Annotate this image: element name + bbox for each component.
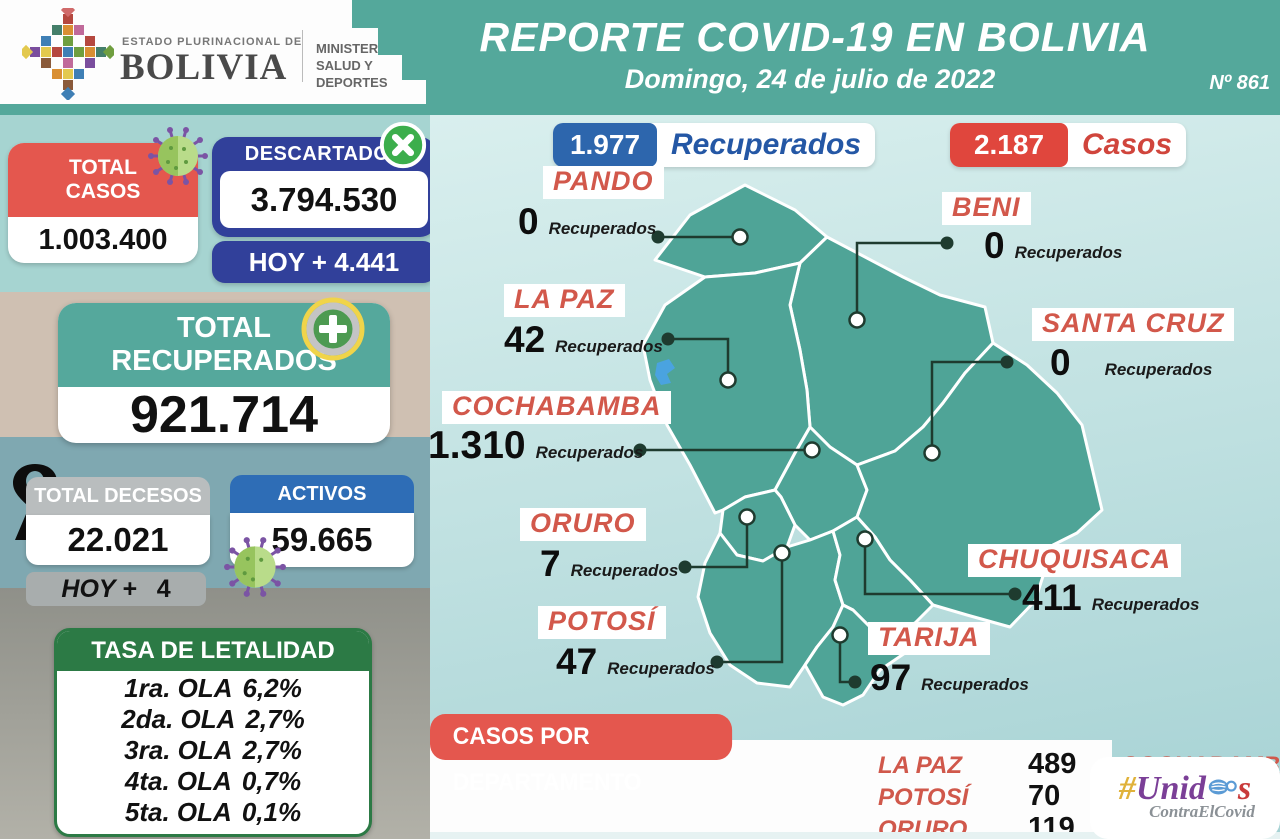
bolivia-emblem-icon (22, 8, 114, 100)
header-logo-area: ESTADO PLURINACIONAL DE BOLIVIA MINISTER… (0, 0, 426, 104)
logo-divider (302, 30, 303, 82)
map-label-tarija: TARIJA 97 Recuperados (868, 622, 1029, 698)
bolivia-map (633, 183, 1104, 707)
label-end-dots (633, 230, 1022, 689)
map-label-oruro: ORURO 7 Recuperados (516, 508, 678, 582)
page-title: REPORTE COVID-19 EN BOLIVIA (479, 14, 1151, 60)
cases-summary-value: 2.187 (950, 123, 1068, 167)
map-label-cochabamba: COCHABAMBA 1.310 Recuperados (428, 391, 672, 465)
total-cases-value: 1.003.400 (38, 223, 168, 256)
discarded-today-pill: HOY + 4.441 (212, 241, 436, 283)
lethality-title: TASA DE LETALIDAD (57, 631, 369, 671)
lethality-row: 5ta. OLA 0,1% (124, 797, 302, 827)
lethality-row: 1ra. OLA 6,2% (124, 673, 302, 703)
active-cases-header: ACTIVOS (230, 475, 414, 513)
recovered-summary-label: Recuperados (671, 128, 862, 161)
bottom-strip (430, 832, 1280, 839)
report-date: Domingo, 24 de julio de 2022 (624, 64, 996, 94)
cases-summary-label: Casos (1082, 128, 1173, 161)
recovered-summary-pill: 1.977 Recuperados (553, 123, 876, 167)
lethality-rate-card: TASA DE LETALIDAD 1ra. OLA 6,2% 2da. OLA 2… (54, 628, 372, 837)
map-label-potosi: POTOSÍ 47 Recuperados (538, 606, 715, 680)
lethality-row: 4ta. OLA 0,7% (124, 766, 302, 796)
state-pretitle: ESTADO PLURINACIONAL DE (122, 36, 303, 48)
discarded-check-x-icon (379, 121, 427, 169)
virus-icon (148, 127, 208, 185)
map-label-beni: BENI 0 Recuperados (938, 192, 1122, 264)
deaths-today-label: HOY + (61, 574, 137, 603)
logo-subtitle: ContraElCovid (1149, 802, 1255, 821)
ministry-name: MINISTERIO DE SALUD Y DEPORTES (316, 41, 414, 90)
map-label-la-paz: LA PAZ 42 Recuperados (504, 284, 663, 360)
leader-lines (640, 235, 1015, 684)
logo-wordmark: # Unid s (1118, 770, 1252, 807)
discarded-header: DESCARTADOS (244, 142, 404, 165)
discarded-value: 3.794.530 (220, 171, 428, 228)
report-number: Nº 861 (1209, 72, 1270, 94)
header-band: REPORTE COVID-19 EN BOLIVIA Domingo, 24 … (0, 0, 1280, 115)
total-recovered-value: 921.714 (130, 386, 318, 443)
recovered-summary-value: 1.977 (553, 123, 657, 167)
total-deaths-header: TOTAL DECESOS (26, 477, 210, 515)
deaths-today-pill: HOY + 4 (26, 572, 206, 606)
virus-icon (224, 537, 286, 597)
cases-by-department-title: CASOS POR DEPARTAMENTO (430, 714, 733, 796)
plus-badge-icon (301, 297, 365, 361)
map-label-chuquisaca: CHUQUISACA 411 Recuperados (968, 544, 1199, 616)
discarded-card: DESCARTADOS 3.794.530 (212, 137, 436, 237)
lethality-row: 2da. OLA 2,7% (121, 704, 305, 734)
department-markers (719, 228, 941, 644)
map-label-pando: PANDO 0 Recuperados (518, 166, 664, 240)
deaths-today-value: 4 (156, 574, 171, 603)
lethality-row: 3ra. OLA 2,7% (124, 735, 302, 765)
map-label-santa-cruz: SANTA CRUZ 0 Recuperados (1032, 308, 1235, 381)
state-title: BOLIVIA (120, 47, 288, 88)
total-deaths-value: 22.021 (26, 515, 210, 565)
lake-titicaca-icon (655, 359, 675, 385)
cases-summary-pill: 2.187 Casos (950, 123, 1187, 167)
face-mask-icon (1208, 779, 1237, 795)
unidos-contra-el-covid-logo: # Unid s ContraElCovid (1090, 757, 1280, 839)
